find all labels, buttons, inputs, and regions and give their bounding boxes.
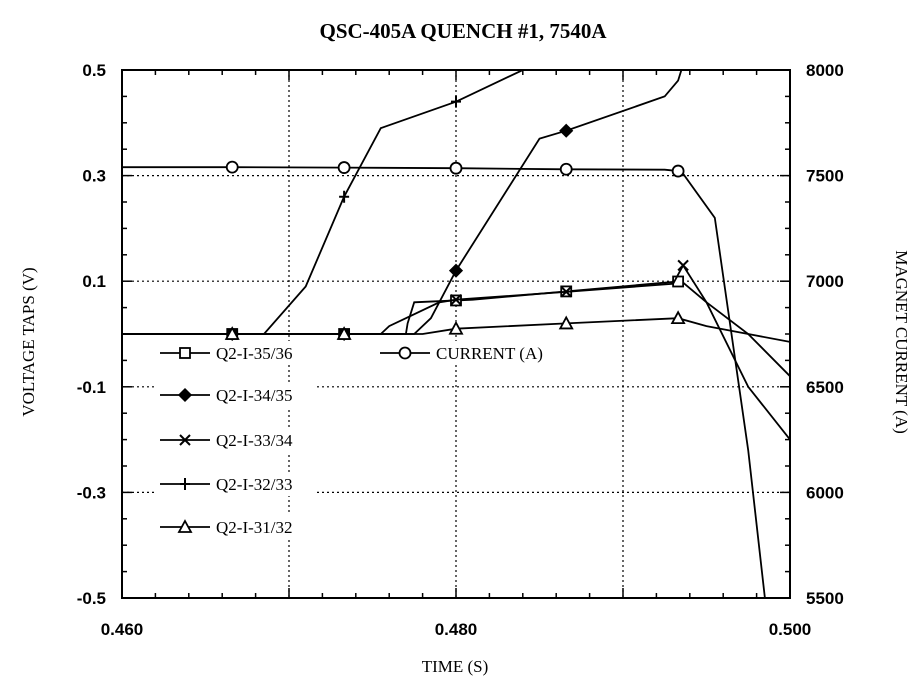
- series-point: [448, 263, 464, 278]
- series-triangle: [122, 310, 790, 343]
- legend-marker: [179, 434, 191, 446]
- legend-entry: Q2-I-34/35: [156, 383, 316, 407]
- series-point: [451, 95, 461, 108]
- series-point: [671, 164, 685, 178]
- y-tick-label: -0.3: [77, 483, 106, 502]
- series-line: [122, 263, 790, 441]
- legend-entry: Q2-I-33/34: [156, 428, 316, 452]
- series-line: [122, 317, 790, 343]
- y-tick-label: -0.1: [77, 378, 106, 397]
- legend-marker: [398, 346, 412, 360]
- y-tick-label: 0.1: [82, 272, 106, 291]
- y-tick-label: 0.3: [82, 167, 106, 186]
- legend-marker: [180, 478, 190, 490]
- legend-label: CURRENT (A): [436, 344, 543, 363]
- series-point: [224, 326, 240, 340]
- y-axis-label: VOLTAGE TAPS (V): [19, 267, 38, 416]
- legend-label: Q2-I-33/34: [216, 431, 293, 450]
- series-point: [449, 161, 463, 175]
- series-point: [225, 160, 239, 174]
- series-point: [677, 259, 689, 272]
- series-point: [337, 161, 351, 174]
- y2-tick-label: 8000: [806, 61, 844, 80]
- series-point: [450, 293, 462, 306]
- series-line: [122, 70, 524, 335]
- series-point: [672, 275, 685, 288]
- y2-tick-label: 7000: [806, 272, 844, 291]
- legend-label: Q2-I-32/33: [216, 475, 292, 494]
- legend-label: Q2-I-35/36: [216, 344, 292, 363]
- series-point: [339, 190, 350, 203]
- series-point: [670, 310, 686, 325]
- series-point: [559, 123, 574, 138]
- series-line: [122, 70, 683, 335]
- series-point: [558, 315, 574, 330]
- y2-axis-label: MAGNET CURRENT (A): [892, 250, 911, 434]
- legend-marker: [179, 347, 191, 359]
- y-tick-label: 0.5: [82, 61, 106, 80]
- series-diamond: [122, 70, 683, 342]
- legend-label: Q2-I-34/35: [216, 386, 292, 405]
- y2-tick-label: 6000: [806, 483, 844, 502]
- series-point: [448, 320, 464, 335]
- series-point: [560, 286, 572, 298]
- y2-tick-label: 6500: [806, 378, 844, 397]
- series-layer: [122, 70, 790, 598]
- legend-entry: Q2-I-31/32: [156, 515, 316, 539]
- series-line: [122, 166, 766, 598]
- series-line: [122, 280, 790, 377]
- chart-title: QSC-405A QUENCH #1, 7540A: [319, 19, 607, 43]
- legend-label: Q2-I-31/32: [216, 518, 292, 537]
- legend-entry: Q2-I-32/33: [156, 472, 316, 496]
- legend-marker: [177, 387, 193, 403]
- series-point: [559, 162, 573, 176]
- legend-entry: CURRENT (A): [376, 341, 545, 365]
- legend: Q2-I-35/36 CURRENT (A) Q2-I-34/35 Q2-I-33/3…: [156, 341, 545, 539]
- y2-tick-label: 7500: [806, 167, 844, 186]
- x-tick-label: 0.460: [101, 620, 144, 639]
- x-tick-label: 0.480: [435, 620, 478, 639]
- x-axis-label: TIME (S): [422, 657, 489, 676]
- x-tick-label: 0.500: [769, 620, 812, 639]
- axes: 0.460 0.480 0.500 0.5 0.3 0.1 -0.1 -0.3 -0.5 8000…: [77, 61, 844, 639]
- y-tick-label: -0.5: [77, 589, 106, 608]
- legend-entry: Q2-I-35/36: [156, 341, 316, 365]
- series-circle: [122, 160, 766, 598]
- series-point: [336, 326, 352, 340]
- legend-marker: [177, 519, 193, 533]
- y2-tick-label: 5500: [806, 589, 844, 608]
